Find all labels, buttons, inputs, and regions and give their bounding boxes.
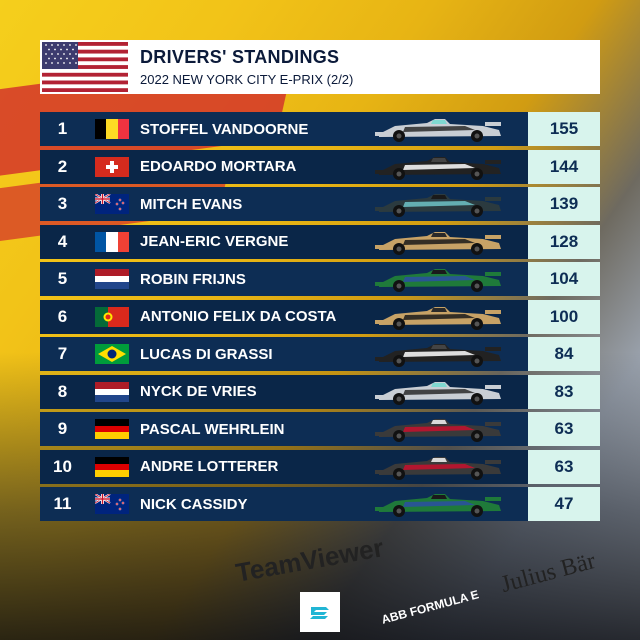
- mercedes-silver-car-icon: [375, 377, 505, 407]
- netherlands-flag-icon: [95, 381, 129, 402]
- standings-row: 10 ANDRE LOTTERER 63: [40, 449, 600, 484]
- driver-name: ROBIN FRIJNS: [140, 270, 246, 288]
- france-flag-icon: [95, 231, 129, 252]
- position-number: 8: [57, 381, 68, 401]
- position-number: 4: [57, 231, 68, 251]
- belgium-flag-icon: [95, 119, 129, 139]
- standings-row: 7 LUCAS DI GRASSI 84: [40, 337, 600, 371]
- page-subtitle: 2022 NEW YORK CITY E-PRIX (2/2): [140, 72, 354, 87]
- driver-name: LUCAS DI GRASSI: [140, 345, 273, 363]
- standings-row: 3 MITCH EVANS 139: [40, 187, 600, 221]
- position-number: 6: [57, 306, 68, 326]
- driver-name: NYCK DE VRIES: [140, 383, 257, 400]
- driver-points: 139: [528, 187, 600, 221]
- switzerland-flag-icon: [95, 156, 129, 177]
- driver-points: 47: [528, 487, 600, 521]
- standings-row: 8 NYCK DE VRIES 83: [40, 374, 600, 409]
- ds-gold-car-icon: [375, 227, 505, 257]
- driver-name: JEAN-ERIC VERGNE: [140, 233, 289, 250]
- standings-header: DRIVERS' STANDINGS 2022 NEW YORK CITY E-…: [40, 40, 600, 94]
- rokit-black-car-icon: [375, 152, 505, 182]
- portugal-flag-icon: [95, 306, 129, 327]
- position-number: 7: [57, 344, 68, 363]
- formula-e-logo-icon: [300, 592, 340, 632]
- driver-name: MITCH EVANS: [140, 195, 243, 213]
- germany-flag-icon: [95, 456, 129, 477]
- driver-name: STOFFEL VANDOORNE: [140, 120, 309, 138]
- driver-name: NICK CASSIDY: [140, 495, 248, 513]
- porsche-red-car-icon: [375, 414, 505, 444]
- porsche-red-car-icon: [375, 452, 505, 482]
- driver-points: 63: [528, 449, 600, 484]
- page-title: DRIVERS' STANDINGS: [140, 47, 340, 67]
- driver-points: 83: [528, 374, 600, 409]
- standings-row: 5 ROBIN FRIJNS 104: [40, 262, 600, 296]
- driver-name: PASCAL WEHRLEIN: [140, 420, 285, 438]
- netherlands-flag-icon: [95, 269, 129, 289]
- standings-row: 6 ANTONIO FELIX DA COSTA 100: [40, 299, 600, 334]
- driver-points: 155: [528, 112, 600, 146]
- driver-points: 63: [528, 412, 600, 446]
- envision-green-car-icon: [375, 489, 505, 519]
- position-number: 1: [57, 119, 68, 138]
- new-zealand-flag-icon: [95, 494, 129, 514]
- position-number: 5: [57, 269, 68, 288]
- driver-points: 128: [528, 224, 600, 259]
- rokit-black-car-icon: [375, 339, 505, 369]
- mercedes-silver-car-icon: [375, 114, 505, 144]
- usa-flag-icon: [42, 42, 128, 92]
- ds-gold-car-icon: [375, 302, 505, 332]
- driver-points: 100: [528, 299, 600, 334]
- driver-points: 144: [528, 149, 600, 184]
- germany-flag-icon: [95, 419, 129, 439]
- jaguar-teal-car-icon: [375, 189, 505, 219]
- driver-name: ANTONIO FELIX DA COSTA: [140, 308, 337, 325]
- driver-points: 84: [528, 337, 600, 371]
- driver-points: 104: [528, 262, 600, 296]
- driver-name: ANDRE LOTTERER: [140, 458, 279, 475]
- standings-row: 2 EDOARDO MORTARA 144: [40, 149, 600, 184]
- position-number: 2: [57, 156, 68, 176]
- standings-row: 1 STOFFEL VANDOORNE 155: [40, 112, 600, 146]
- envision-green-car-icon: [375, 264, 505, 294]
- position-number: 10: [53, 456, 72, 476]
- standings-row: 4 JEAN-ERIC VERGNE 128: [40, 224, 600, 259]
- position-number: 9: [57, 419, 68, 438]
- position-number: 11: [53, 494, 72, 513]
- new-zealand-flag-icon: [95, 194, 129, 214]
- standings-row: 9 PASCAL WEHRLEIN 63: [40, 412, 600, 446]
- standings-row: 11 NICK CASSIDY 47: [40, 487, 600, 521]
- driver-name: EDOARDO MORTARA: [140, 158, 297, 175]
- position-number: 3: [57, 194, 68, 213]
- brazil-flag-icon: [95, 344, 129, 364]
